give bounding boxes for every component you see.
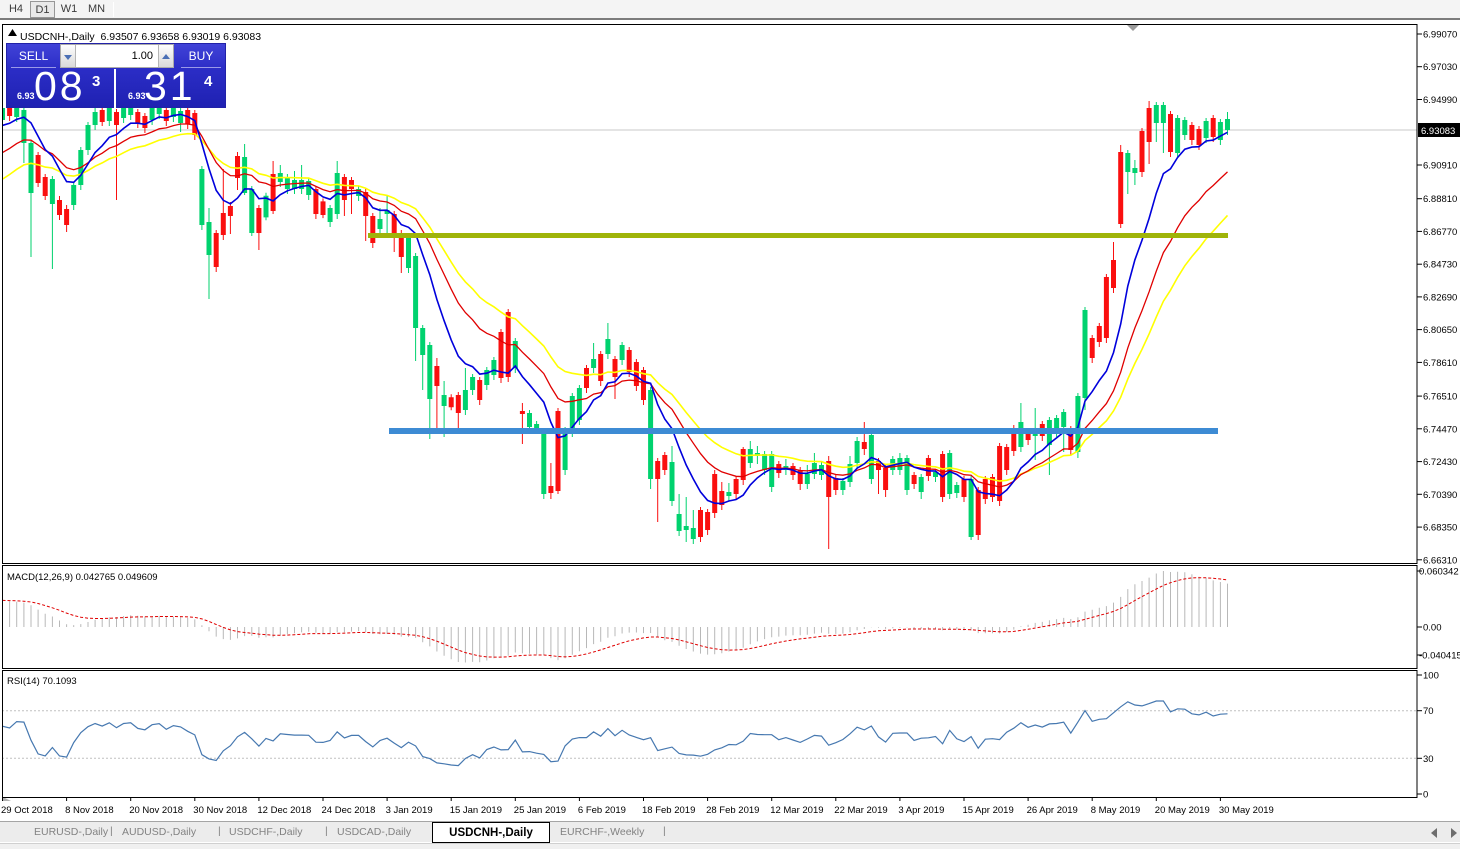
svg-text:MACD(12,26,9) 0.042765 0.04960: MACD(12,26,9) 0.042765 0.049609 bbox=[7, 572, 158, 583]
svg-text:8 May 2019: 8 May 2019 bbox=[1091, 805, 1141, 816]
svg-text:6.74470: 6.74470 bbox=[1423, 424, 1457, 435]
svg-text:6.80650: 6.80650 bbox=[1423, 325, 1457, 336]
svg-text:6.97030: 6.97030 bbox=[1423, 62, 1457, 73]
svg-text:28 Feb 2019: 28 Feb 2019 bbox=[706, 805, 759, 816]
svg-text:12 Dec 2018: 12 Dec 2018 bbox=[257, 805, 311, 816]
svg-text:20 May 2019: 20 May 2019 bbox=[1155, 805, 1210, 816]
svg-text:6.72430: 6.72430 bbox=[1423, 457, 1457, 468]
svg-text:3 Jan 2019: 3 Jan 2019 bbox=[386, 805, 433, 816]
svg-text:22 Mar 2019: 22 Mar 2019 bbox=[834, 805, 887, 816]
svg-text:6.86770: 6.86770 bbox=[1423, 227, 1457, 238]
svg-text:29 Oct 2018: 29 Oct 2018 bbox=[1, 805, 53, 816]
svg-text:6.90910: 6.90910 bbox=[1423, 161, 1457, 172]
svg-text:0: 0 bbox=[1423, 790, 1428, 801]
svg-text:6.84730: 6.84730 bbox=[1423, 260, 1457, 271]
svg-text:-0.040415: -0.040415 bbox=[1419, 651, 1460, 662]
svg-text:30 Nov 2018: 30 Nov 2018 bbox=[193, 805, 247, 816]
svg-text:15 Apr 2019: 15 Apr 2019 bbox=[963, 805, 1014, 816]
svg-text:6.88810: 6.88810 bbox=[1423, 194, 1457, 205]
svg-text:3 Apr 2019: 3 Apr 2019 bbox=[898, 805, 944, 816]
svg-text:6.94990: 6.94990 bbox=[1423, 95, 1457, 106]
svg-text:25 Jan 2019: 25 Jan 2019 bbox=[514, 805, 566, 816]
svg-text:0.060342: 0.060342 bbox=[1419, 567, 1459, 578]
svg-text:100: 100 bbox=[1423, 671, 1439, 682]
svg-text:6.78610: 6.78610 bbox=[1423, 358, 1457, 369]
svg-text:6.66310: 6.66310 bbox=[1423, 555, 1457, 566]
svg-text:6.93083: 6.93083 bbox=[1421, 126, 1455, 137]
svg-text:30: 30 bbox=[1423, 754, 1434, 765]
svg-text:15 Jan 2019: 15 Jan 2019 bbox=[450, 805, 502, 816]
svg-text:6.99070: 6.99070 bbox=[1423, 30, 1457, 41]
svg-text:USDCNH-,Daily 6.93507 6.93658: USDCNH-,Daily 6.93507 6.93658 6.93019 6.… bbox=[20, 31, 261, 43]
svg-text:RSI(14) 70.1093: RSI(14) 70.1093 bbox=[7, 676, 77, 687]
svg-text:24 Dec 2018: 24 Dec 2018 bbox=[322, 805, 376, 816]
svg-text:18 Feb 2019: 18 Feb 2019 bbox=[642, 805, 695, 816]
svg-text:6.68350: 6.68350 bbox=[1423, 523, 1457, 534]
svg-text:20 Nov 2018: 20 Nov 2018 bbox=[129, 805, 183, 816]
svg-text:6.76510: 6.76510 bbox=[1423, 392, 1457, 403]
svg-text:6 Feb 2019: 6 Feb 2019 bbox=[578, 805, 626, 816]
svg-text:8 Nov 2018: 8 Nov 2018 bbox=[65, 805, 114, 816]
svg-text:6.82690: 6.82690 bbox=[1423, 292, 1457, 303]
svg-text:12 Mar 2019: 12 Mar 2019 bbox=[770, 805, 823, 816]
svg-text:70: 70 bbox=[1423, 706, 1434, 717]
svg-text:26 Apr 2019: 26 Apr 2019 bbox=[1027, 805, 1078, 816]
svg-text:6.70390: 6.70390 bbox=[1423, 490, 1457, 501]
svg-text:30 May 2019: 30 May 2019 bbox=[1219, 805, 1274, 816]
svg-text:0.00: 0.00 bbox=[1423, 623, 1442, 634]
